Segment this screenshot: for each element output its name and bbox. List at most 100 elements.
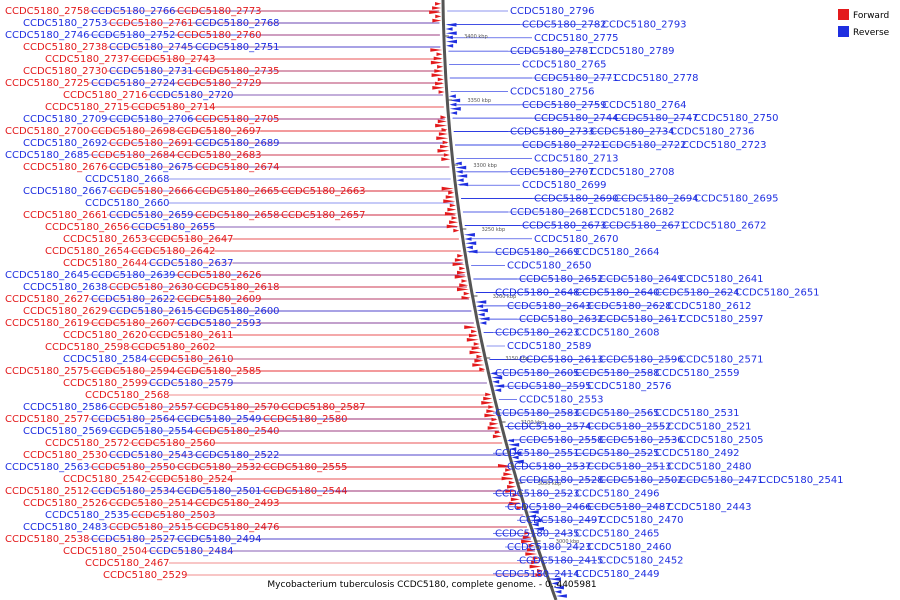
forward-feature-mark [454,258,464,262]
feature-label: CCDC5180_2502 [599,475,684,486]
feature-label: CCDC5180_2483 [23,522,108,533]
feature-label: CCDC5180_2651 [735,287,820,298]
feature-label: CCDC5180_2743 [131,54,216,65]
reverse-feature-mark [446,44,454,48]
feature-label: CCDC5180_2615 [109,306,194,317]
feature-label: CCDC5180_2523 [495,488,580,499]
scale-tick-label: 3100 kbp [521,420,545,426]
feature-label: CCDC5180_2690 [534,194,619,205]
forward-feature-mark [449,220,459,224]
reverse-feature-mark [445,39,457,44]
feature-label: CCDC5180_2671 [602,220,687,231]
feature-label: CCDC5180_2654 [45,246,130,257]
scale-ticks: 3400 kbp 3350 kbp 3300 kbp 3250 kbp 3200 kbp… [443,34,580,545]
feature-label: CCDC5180_2543 [109,450,194,461]
forward-feature-mark [532,556,539,560]
feature-label: CCDC5180_2569 [23,426,108,437]
feature-label: CCDC5180_2558 [519,435,604,446]
feature-label: CCDC5180_2554 [109,426,194,437]
feature-label: CCDC5180_2644 [63,258,148,269]
scale-tick-label: 3000 kbp [556,539,580,545]
feature-label: CCDC5180_2552 [587,421,672,432]
forward-feature-mark [487,426,500,430]
feature-track [429,2,567,598]
feature-label: CCDC5180_2673 [522,220,607,231]
feature-label: CCDC5180_2503 [131,510,216,521]
feature-label: CCDC5180_2745 [109,42,194,53]
feature-label: CCDC5180_2707 [510,167,595,178]
feature-label: CCDC5180_2563 [5,462,90,473]
forward-feature-mark [476,354,483,359]
reverse-feature-mark [507,438,515,443]
forward-feature-mark [472,363,485,367]
feature-label: CCDC5180_2737 [45,54,130,65]
feature-label: CCDC5180_2632 [519,314,604,325]
feature-label: CCDC5180_2598 [45,342,130,353]
feature-label: CCDC5180_2594 [91,366,176,377]
forward-feature-mark [432,18,442,23]
feature-label: CCDC5180_2629 [23,306,108,317]
feature-label: CCDC5180_2470 [599,515,684,526]
feature-label: CCDC5180_2559 [655,368,740,379]
feature-label: CCDC5180_2612 [667,301,752,312]
feature-label: CCDC5180_2649 [599,274,684,285]
feature-label: CCDC5180_2642 [131,246,216,257]
feature-label: CCDC5180_2515 [109,522,194,533]
forward-feature-mark [457,254,464,258]
feature-label: CCDC5180_2513 [587,462,672,473]
reverse-feature-mark [549,577,561,581]
connector-lines [89,10,757,576]
feature-label: CCDC5180_2465 [575,529,660,540]
feature-label: CCDC5180_2522 [195,450,280,461]
feature-label: CCDC5180_2645 [5,270,90,281]
forward-feature-mark [484,413,497,418]
feature-label: CCDC5180_2435 [495,529,580,540]
forward-feature-mark [448,191,455,195]
forward-feature-mark [456,287,469,292]
reverse-feature-mark [492,380,500,384]
feature-label: CCDC5180_2697 [177,126,262,137]
forward-feature-mark [430,60,443,65]
feature-label: CCDC5180_2557 [109,402,194,413]
feature-label: CCDC5180_2764 [602,100,687,111]
feature-label: CCDC5180_2756 [510,86,595,97]
feature-label: CCDC5180_2570 [195,402,280,413]
forward-feature-mark [459,283,469,287]
feature-label: CCDC5180_2670 [534,234,619,245]
feature-label: CCDC5180_2496 [575,488,660,499]
feature-label: CCDC5180_2752 [91,30,176,41]
feature-label: CCDC5180_2531 [655,408,740,419]
forward-feature-mark [497,464,510,468]
feature-label: CCDC5180_2536 [599,435,684,446]
forward-feature-mark [508,480,515,485]
feature-label: CCDC5180_2551 [495,448,580,459]
feature-label: CCDC5180_2535 [45,510,130,521]
forward-feature-mark [492,434,502,439]
feature-label: CCDC5180_2709 [23,114,108,125]
feature-label: CCDC5180_2560 [131,438,216,449]
forward-feature-mark [485,392,492,397]
feature-label: CCDC5180_2708 [590,167,675,178]
feature-label: CCDC5180_2775 [534,33,619,44]
reverse-feature-mark [491,375,503,380]
forward-feature-mark [442,140,449,145]
feature-label: CCDC5180_2540 [195,426,280,437]
forward-feature-mark [509,501,522,506]
reverse-feature-mark [466,249,478,254]
scale-tick-label: 3300 kbp [473,163,497,169]
forward-feature-mark [444,212,457,216]
forward-feature-mark [468,333,478,338]
feature-label: CCDC5180_2588 [575,368,660,379]
feature-label: CCDC5180_2659 [109,210,194,221]
forward-feature-mark [491,417,498,422]
reverse-feature-mark [529,514,537,518]
feature-label: CCDC5180_2667 [23,186,108,197]
legend: Forward Reverse [838,9,890,38]
feature-label: CCDC5180_2415 [519,555,604,566]
forward-feature-mark [436,52,443,56]
reverse-feature-mark [465,241,477,245]
feature-label: CCDC5180_2720 [149,90,234,101]
feature-label: CCDC5180_2623 [495,328,580,339]
reverse-feature-mark [476,304,484,308]
feature-label: CCDC5180_2597 [679,314,764,325]
